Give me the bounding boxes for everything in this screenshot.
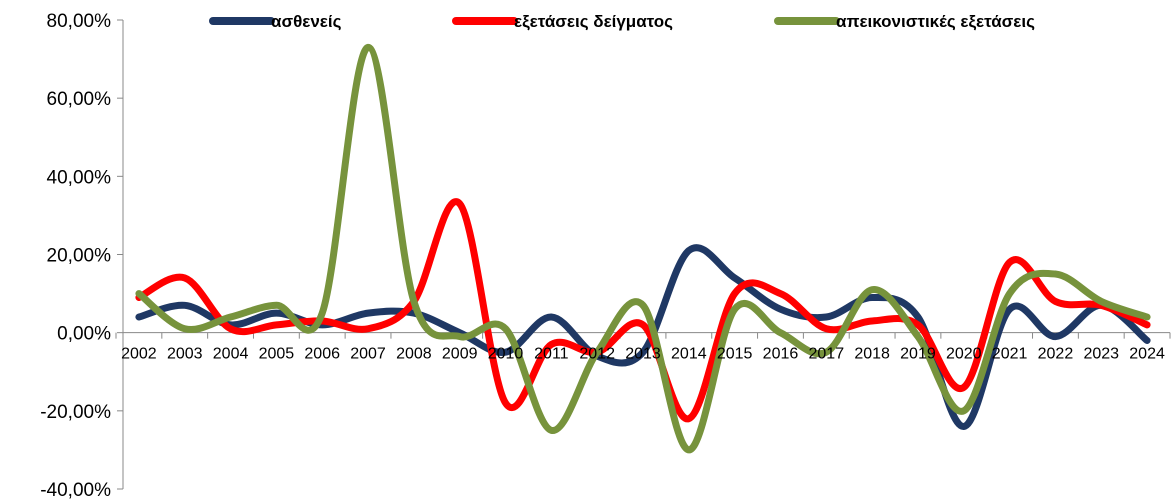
y-tick-label: -40,00% [40,480,111,501]
x-tick-label: 2003 [167,346,203,363]
x-tick-label: 2014 [671,346,707,363]
x-axis-ticks: 2002 2003 2004 2005 2006 2007 2008 2009 2010 2011… [121,346,1165,363]
legend-label-3: απεικονιστικές εξετάσεις [836,12,1035,31]
series-line-3 [135,43,1151,454]
series-line-2 [135,198,1151,423]
x-tick-label: 2004 [213,346,249,363]
x-tick-label: 2002 [121,346,157,363]
x-tick-label: 2018 [854,346,890,363]
y-tick-label: 40,00% [47,167,112,188]
y-tick-label: 80,00% [47,11,112,32]
x-tick-label: 2024 [1129,346,1165,363]
y-axis-ticks: 80,00% 60,00% 40,00% 20,00% 0,00% -20,00% -40,… [40,11,111,501]
x-tick-label: 2006 [304,346,340,363]
x-tick-label: 2009 [442,346,478,363]
x-tick-label: 2023 [1083,346,1119,363]
x-tick-label: 2005 [259,346,295,363]
x-tick-label: 2011 [534,346,569,363]
x-tick-label: 2013 [625,346,661,363]
y-tick-label: 20,00% [47,246,112,267]
y-tick-label: 60,00% [47,89,112,110]
x-tick-label: 2020 [946,346,982,363]
y-tick-label: -20,00% [40,402,111,423]
series-line-1 [135,244,1151,430]
x-tick-label: 2016 [763,346,799,363]
x-tick-label: 2008 [396,346,432,363]
legend-label-1: ασθενείς [271,12,342,31]
x-tick-label: 2012 [579,346,615,363]
legend: ασθενείς εξετάσεις δείγματος απεικονιστικέ… [209,12,1035,31]
y-tick-label: 0,00% [57,324,111,345]
axes [115,19,1171,490]
x-tick-label: 2015 [717,346,753,363]
x-tick-label: 2010 [488,346,524,363]
x-tick-label: 2019 [900,346,936,363]
x-tick-label: 2007 [350,346,386,363]
series-lines [135,43,1151,454]
x-tick-label: 2021 [992,346,1028,363]
x-tick-label: 2017 [809,346,845,363]
x-tick-label: 2022 [1038,346,1074,363]
legend-label-2: εξετάσεις δείγματος [514,12,673,31]
